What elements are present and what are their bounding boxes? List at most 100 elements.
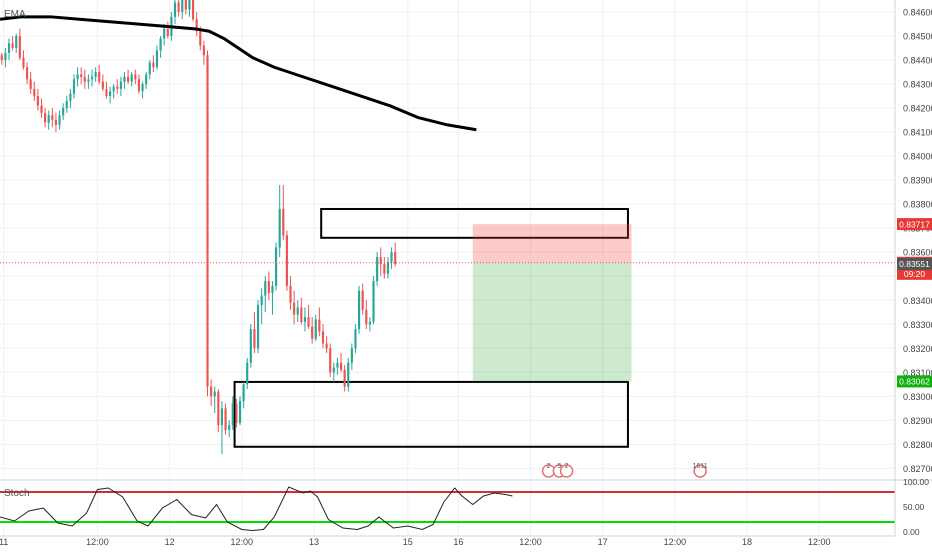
candles bbox=[0, 0, 397, 454]
x-tick-label: 12:00 bbox=[519, 537, 542, 547]
candle bbox=[379, 247, 382, 277]
event-marker-circle bbox=[693, 464, 707, 478]
candle-body bbox=[390, 252, 393, 262]
candle bbox=[372, 276, 375, 325]
candle bbox=[314, 314, 317, 342]
candle-body bbox=[213, 391, 216, 397]
candle-body bbox=[173, 2, 177, 17]
candle bbox=[246, 357, 249, 390]
candle bbox=[307, 305, 310, 330]
candle bbox=[108, 86, 112, 104]
candle-body bbox=[155, 50, 159, 68]
candle bbox=[206, 50, 209, 397]
price-badge-text: 0.83717 bbox=[899, 219, 930, 229]
x-tick-label: 12:00 bbox=[808, 537, 831, 547]
candle bbox=[15, 33, 18, 53]
osc-y-tick-label: 50.00 bbox=[903, 502, 925, 512]
candle-body bbox=[376, 257, 379, 282]
candle-body bbox=[116, 86, 119, 89]
candle-body bbox=[282, 208, 285, 236]
candle bbox=[137, 74, 141, 94]
candle-body bbox=[112, 86, 115, 92]
candle-body bbox=[300, 307, 303, 322]
candle-body bbox=[206, 55, 209, 387]
candle-body bbox=[271, 285, 274, 294]
price-badge-text: 0.83062 bbox=[899, 377, 930, 387]
position-tool[interactable] bbox=[472, 224, 632, 382]
lower-demand-zone bbox=[233, 380, 629, 448]
candle-body bbox=[94, 72, 97, 77]
candle bbox=[83, 69, 86, 89]
candle bbox=[195, 12, 198, 37]
candle bbox=[51, 108, 54, 128]
x-tick-label: 13 bbox=[309, 537, 319, 547]
event-markers[interactable]: 2 5 2 1611 bbox=[541, 463, 708, 478]
candle-body bbox=[253, 329, 256, 349]
candle bbox=[130, 72, 133, 87]
candle-body bbox=[80, 74, 83, 77]
candle-body bbox=[123, 76, 126, 82]
candle-body bbox=[228, 425, 231, 430]
candle bbox=[116, 79, 119, 94]
candle-body bbox=[372, 281, 375, 322]
candle bbox=[271, 281, 274, 315]
price-badge-bg bbox=[897, 267, 932, 280]
candle-body bbox=[336, 362, 339, 368]
candle bbox=[141, 81, 144, 99]
candle-body bbox=[166, 28, 169, 37]
x-tick-label: 15 bbox=[403, 537, 413, 547]
candle-body bbox=[394, 252, 397, 265]
candle bbox=[282, 184, 285, 241]
candle-body bbox=[181, 0, 184, 13]
candle bbox=[148, 60, 151, 80]
candle-body bbox=[119, 81, 122, 89]
price-badge-text: 09:20 bbox=[904, 269, 926, 279]
oscillator-grid bbox=[3, 482, 820, 536]
candle bbox=[368, 317, 371, 332]
osc-line bbox=[0, 486, 513, 532]
candle bbox=[18, 28, 21, 61]
candle bbox=[332, 362, 335, 382]
candle bbox=[119, 76, 122, 97]
candle-body bbox=[44, 112, 47, 123]
event-marker-4: 1611 bbox=[693, 463, 708, 478]
candle-body bbox=[256, 305, 260, 349]
upper-supply-zone bbox=[320, 207, 629, 239]
candle bbox=[274, 242, 278, 291]
candle-body bbox=[307, 317, 310, 327]
candle-body bbox=[347, 362, 350, 387]
candle-body bbox=[62, 108, 65, 116]
candle bbox=[329, 343, 332, 378]
candle bbox=[7, 38, 11, 61]
candle bbox=[235, 398, 238, 428]
candle-body bbox=[7, 43, 11, 53]
x-tick-label: 18 bbox=[742, 537, 752, 547]
osc-y-tick-label: 0.00 bbox=[903, 527, 920, 537]
candle bbox=[0, 52, 3, 65]
candle-body bbox=[105, 88, 108, 97]
candle-body bbox=[83, 76, 86, 82]
candle-body bbox=[101, 81, 104, 89]
candle-body bbox=[51, 115, 54, 121]
event-marker-circle bbox=[559, 464, 574, 478]
candle bbox=[267, 271, 270, 301]
candle bbox=[25, 62, 29, 85]
event-marker-text: 2 bbox=[565, 463, 569, 470]
candle bbox=[98, 64, 101, 85]
price-badge-bid: 0.83551 bbox=[897, 257, 932, 270]
candle bbox=[33, 81, 36, 101]
candle bbox=[217, 389, 220, 433]
candle-body bbox=[127, 76, 130, 82]
candle bbox=[69, 88, 72, 109]
candle-body bbox=[350, 348, 353, 363]
candle-body bbox=[69, 93, 72, 101]
candle-body bbox=[22, 57, 25, 68]
candle-body bbox=[318, 319, 321, 332]
candle bbox=[278, 184, 281, 258]
take-profit-area bbox=[472, 262, 632, 382]
